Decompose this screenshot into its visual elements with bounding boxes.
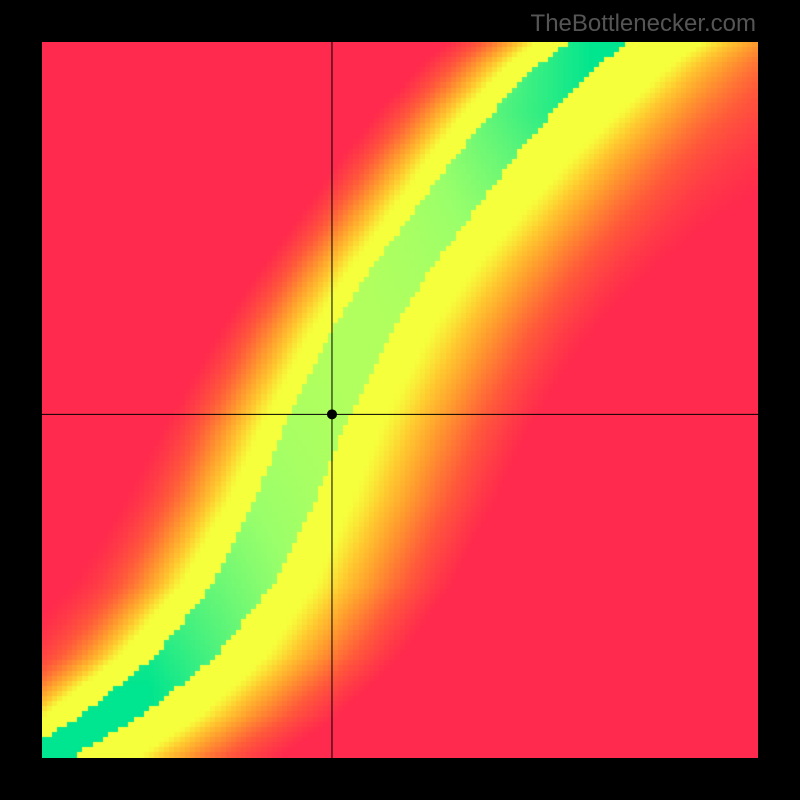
chart-container: TheBottlenecker.com bbox=[0, 0, 800, 800]
watermark-text: TheBottlenecker.com bbox=[531, 10, 756, 38]
heatmap-canvas bbox=[42, 42, 758, 758]
